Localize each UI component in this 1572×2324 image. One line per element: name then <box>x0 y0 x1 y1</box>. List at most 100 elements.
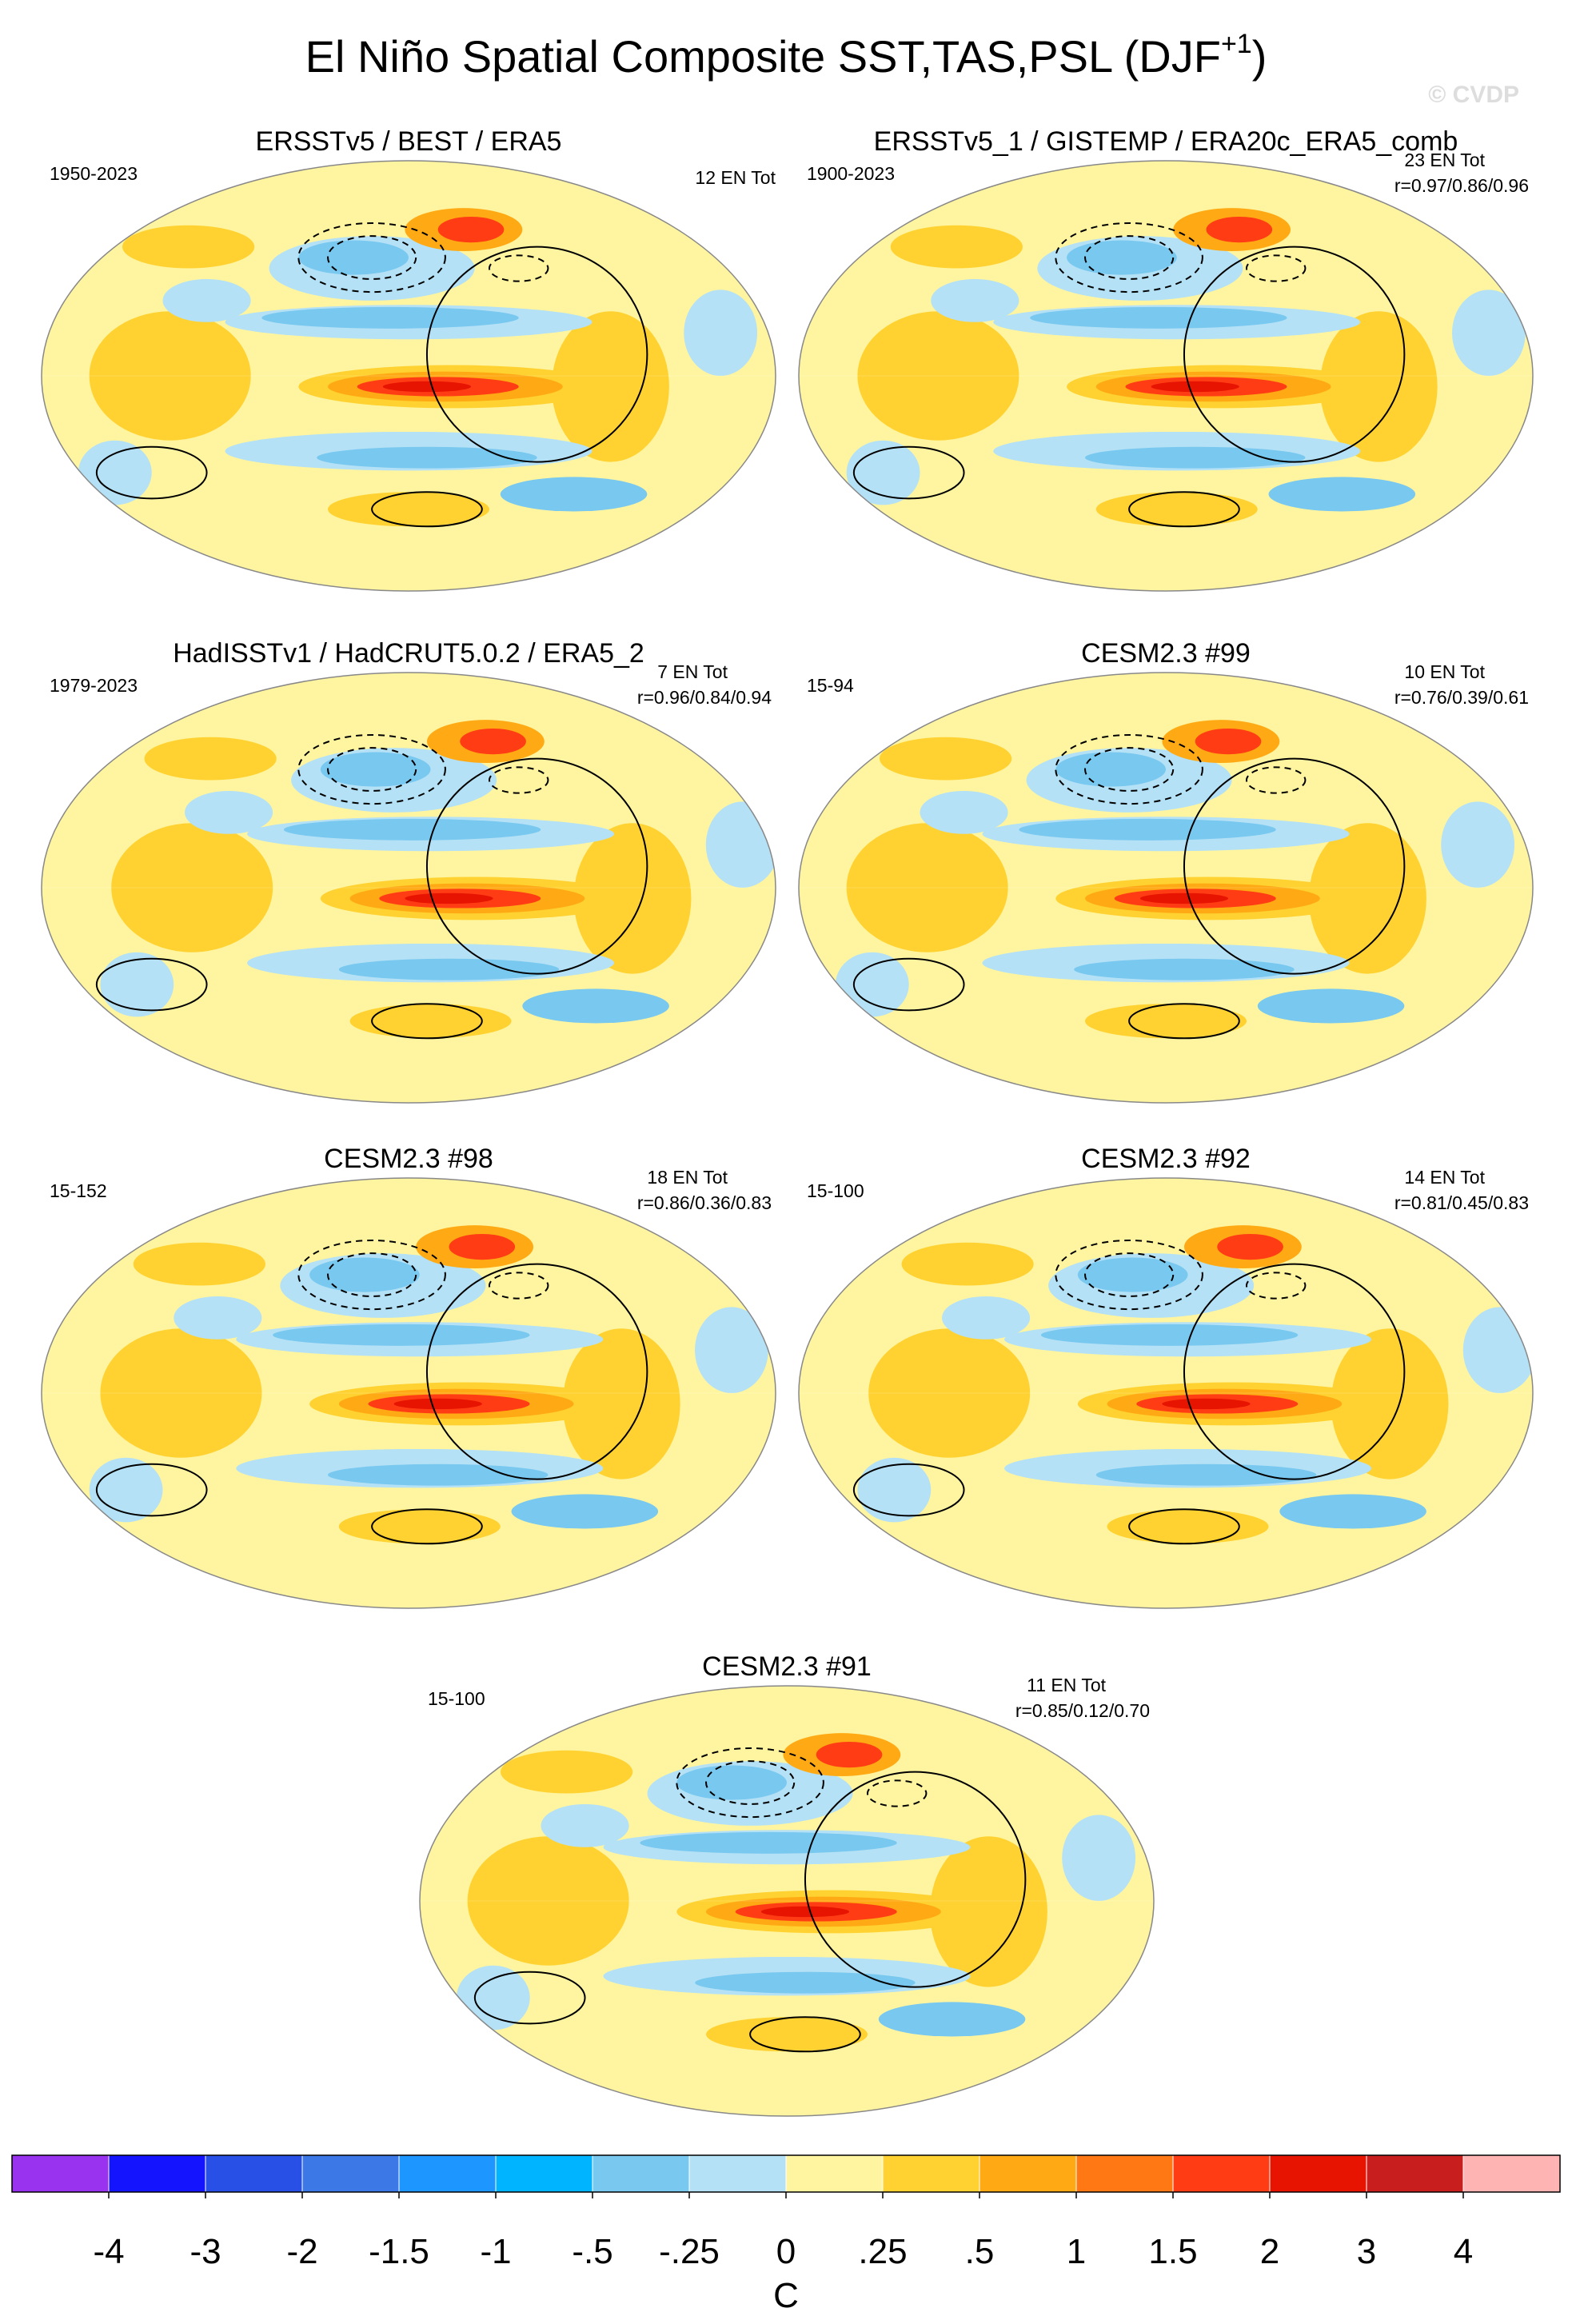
colorbar-tick-label: -.5 <box>572 2232 612 2271</box>
colorbar-tick-label: 0 <box>776 2232 796 2271</box>
colorbar-box <box>1269 2154 1367 2193</box>
anomaly-region <box>273 1324 530 1346</box>
anomaly-region <box>901 1242 1034 1286</box>
anomaly-region <box>846 823 1008 952</box>
anomaly-region <box>500 1750 633 1794</box>
panel-title: ERSSTv5 / BEST / ERA5 <box>256 126 562 157</box>
anomaly-region <box>460 728 526 755</box>
colorbar-box <box>1075 2154 1174 2193</box>
anomaly-region <box>328 1463 549 1486</box>
anomaly-region <box>1195 728 1262 755</box>
anomaly-region <box>1217 1233 1283 1260</box>
colorbar-tick-label: -4 <box>93 2232 124 2271</box>
anomaly-region <box>1067 240 1177 275</box>
psl-contour <box>95 445 208 500</box>
anomaly-region <box>1095 492 1258 527</box>
panel-title: ERSSTv5_1 / GISTEMP / ERA20c_ERA5_comb <box>874 126 1458 157</box>
panel-correlation: r=0.86/0.36/0.83 <box>637 1192 772 1213</box>
panel-period: 1900-2023 <box>807 163 895 184</box>
psl-contour <box>425 757 648 975</box>
panel-period: 1950-2023 <box>50 163 138 184</box>
psl-contour <box>1055 1240 1203 1311</box>
colorbar-box <box>592 2154 690 2193</box>
panel-correlation: r=0.76/0.39/0.61 <box>1394 687 1529 708</box>
psl-contour <box>1084 235 1175 280</box>
psl-contour <box>1183 757 1406 975</box>
psl-contour <box>1183 246 1406 463</box>
psl-contour <box>1183 1263 1406 1480</box>
colorbar-tick-label: 3 <box>1357 2232 1376 2271</box>
anomaly-region <box>879 737 1012 781</box>
colorbar-tick-label: 2 <box>1260 2232 1279 2271</box>
anomaly-region <box>500 477 648 512</box>
anomaly-region <box>456 1965 530 2031</box>
colorbar-tick-label: .5 <box>965 2232 995 2271</box>
anomaly-region <box>695 1971 916 1994</box>
map-border <box>798 1177 1534 1609</box>
psl-contour <box>1055 222 1203 293</box>
map-panel: CESM2.3 #91 15-100 11 EN Tot r=0.85/0.12/0.… <box>419 1651 1155 2117</box>
map-field <box>799 1225 1533 1545</box>
anomaly-region <box>1055 752 1166 787</box>
panel-period: 15-152 <box>50 1180 107 1201</box>
anomaly-region <box>100 952 174 1017</box>
anomaly-region <box>857 1457 932 1523</box>
panel-title: CESM2.3 #98 <box>324 1144 493 1174</box>
psl-contour <box>473 1971 586 2025</box>
anomaly-region <box>467 1836 629 1966</box>
psl-contour <box>1245 766 1307 794</box>
anomaly-region <box>1107 1509 1269 1544</box>
anomaly-region <box>405 892 493 904</box>
title-end: ) <box>1252 31 1267 82</box>
colorbar-tick-label: -1 <box>480 2232 511 2271</box>
anomaly-region <box>111 823 273 952</box>
colorbar-tick-label: -2 <box>286 2232 317 2271</box>
psl-contour <box>852 445 965 500</box>
colorbar-tick-label: .25 <box>858 2232 907 2271</box>
panel-title: CESM2.3 #91 <box>702 1651 872 1682</box>
map-border <box>798 160 1534 592</box>
anomaly-region <box>541 1803 629 1847</box>
anomaly-region <box>1019 818 1276 841</box>
anomaly-region <box>144 737 277 781</box>
psl-contour <box>804 1771 1027 1988</box>
map-border <box>41 672 776 1104</box>
anomaly-region <box>1139 892 1229 904</box>
map-field <box>799 720 1533 1040</box>
panel-period: 15-94 <box>807 675 854 696</box>
panel-count: 7 EN Tot <box>657 661 728 682</box>
psl-contour <box>327 1252 417 1297</box>
anomaly-region <box>1257 988 1405 1024</box>
colorbar-box <box>205 2154 303 2193</box>
map-field <box>420 1733 1154 2053</box>
anomaly-region <box>338 958 560 980</box>
map-panel: HadISSTv1 / HadCRUT5.0.2 / ERA5_2 1979-20… <box>41 638 776 1104</box>
anomaly-region <box>676 1765 788 1800</box>
anomaly-region <box>522 988 669 1024</box>
anomaly-region <box>78 440 152 505</box>
anomaly-region <box>393 1398 482 1410</box>
psl-contour <box>371 491 483 528</box>
anomaly-region <box>920 790 1008 834</box>
anomaly-region <box>283 818 541 841</box>
panel-correlation: r=0.96/0.84/0.94 <box>637 687 772 708</box>
panel-count: 23 EN Tot <box>1404 150 1485 170</box>
anomaly-region <box>1151 381 1239 393</box>
colorbar-box <box>688 2154 787 2193</box>
map-border <box>41 160 776 592</box>
anomaly-region <box>1268 477 1416 512</box>
map-border <box>798 672 1534 1104</box>
map-panel: ERSSTv5_1 / GISTEMP / ERA20c_ERA5_comb 19… <box>798 126 1534 592</box>
anomaly-region <box>816 1741 883 1768</box>
anomaly-region <box>449 1233 516 1260</box>
figure-title: El Niño Spatial Composite SST,TAS,PSL (D… <box>305 29 1267 82</box>
anomaly-region <box>382 381 472 393</box>
anomaly-region <box>1331 1328 1449 1479</box>
anomaly-region <box>1309 823 1426 974</box>
anomaly-region <box>298 240 409 275</box>
psl-contour <box>488 1272 549 1300</box>
anomaly-region <box>122 225 255 269</box>
map-panel: CESM2.3 #98 15-152 18 EN Tot r=0.86/0.36/0.… <box>41 1144 776 1609</box>
anomaly-region <box>760 1906 850 1918</box>
map-panel: CESM2.3 #99 15-94 10 EN Tot r=0.76/0.39/0.6… <box>798 638 1534 1104</box>
